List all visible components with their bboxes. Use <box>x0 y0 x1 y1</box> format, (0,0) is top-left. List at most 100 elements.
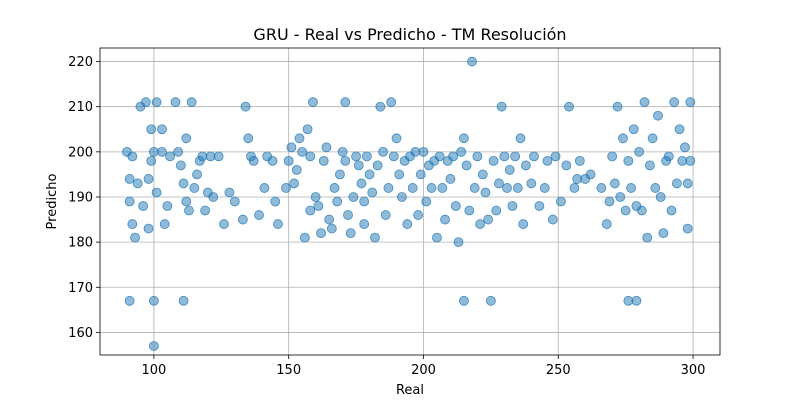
scatter-point <box>254 210 264 220</box>
scatter-point <box>564 101 574 112</box>
scatter-point <box>316 228 326 239</box>
x-tick-label: 150 <box>276 363 301 378</box>
scatter-point <box>127 151 138 162</box>
scatter-point <box>415 169 426 180</box>
scatter-point <box>240 101 251 112</box>
scatter-point <box>305 205 316 216</box>
scatter-point <box>270 196 281 207</box>
scatter-point <box>178 295 189 306</box>
scatter-point <box>569 183 580 193</box>
scatter-point <box>410 146 421 157</box>
scatter-point <box>677 155 688 166</box>
scatter-point <box>308 97 318 108</box>
scatter-point <box>542 155 553 166</box>
scatter-point <box>510 151 521 162</box>
scatter-point <box>515 133 526 144</box>
scatter-point <box>609 178 620 189</box>
scatter-point <box>604 196 615 207</box>
scatter-point <box>421 196 432 207</box>
scatter-point <box>507 201 518 211</box>
scatter-point <box>426 183 437 193</box>
scatter-point <box>469 183 480 193</box>
scatter-point <box>459 133 469 144</box>
scatter-point <box>173 146 184 157</box>
y-tick-label: 160 <box>68 326 93 341</box>
scatter-point <box>472 151 483 162</box>
scatter-point <box>397 192 407 202</box>
scatter-point <box>539 183 550 193</box>
scatter-point <box>496 101 507 112</box>
scatter-point <box>612 101 623 112</box>
scatter-point <box>626 183 636 193</box>
scatter-point <box>305 151 316 162</box>
scatter-point <box>248 155 259 166</box>
scatter-point <box>337 146 348 157</box>
plot-frame <box>99 47 721 356</box>
scatter-point <box>504 164 515 175</box>
scatter-point <box>324 214 335 225</box>
y-tick-label: 190 <box>68 190 93 205</box>
scatter-point <box>372 160 383 171</box>
scatter-point <box>380 210 391 220</box>
scatter-point <box>138 201 149 211</box>
x-tick-label: 250 <box>546 363 571 378</box>
scatter-point <box>124 196 135 207</box>
scatter-point <box>356 178 367 189</box>
scatter-point <box>283 155 294 166</box>
scatter-point <box>297 146 308 157</box>
scatter-point <box>192 169 202 180</box>
scatter-point <box>440 214 450 225</box>
scatter-point <box>642 232 653 243</box>
scatter-point <box>286 142 297 153</box>
scatter-point <box>494 178 504 189</box>
scatter-point <box>340 155 351 166</box>
scatter-point <box>556 196 566 207</box>
scatter-point <box>157 124 167 135</box>
scatter-point <box>243 133 254 144</box>
scatter-point <box>310 192 321 202</box>
scatter-point <box>140 97 151 108</box>
scatter-point <box>197 151 208 162</box>
scatter-point <box>157 146 167 157</box>
scatter-point <box>170 97 181 108</box>
x-axis-label: Real <box>396 383 424 398</box>
scatter-point <box>383 183 394 193</box>
scatter-point <box>647 133 658 144</box>
scatter-point <box>461 160 472 171</box>
scatter-point <box>237 214 248 225</box>
scatter-point <box>475 219 485 229</box>
scatter-point <box>146 155 157 166</box>
scatter-point <box>159 219 170 229</box>
scatter-point <box>302 124 313 135</box>
scatter-point <box>351 151 361 162</box>
scatter-point <box>130 232 140 243</box>
scatter-point <box>184 205 194 216</box>
scatter-point <box>653 110 663 121</box>
scatter-point <box>453 237 464 248</box>
scatter-point <box>639 97 650 108</box>
y-axis-label: Predicho <box>45 174 60 230</box>
scatter-point <box>181 196 192 207</box>
scatter-point <box>165 151 175 162</box>
scatter-point <box>359 196 370 207</box>
scatter-point <box>229 196 240 207</box>
scatter-point <box>289 178 299 189</box>
scatter-point <box>574 155 585 166</box>
scatter-point <box>623 155 634 166</box>
scatter-point <box>666 205 677 216</box>
x-tick-label: 200 <box>411 363 436 378</box>
scatter-point <box>623 295 634 306</box>
chart-title: GRU - Real vs Predicho - TM Resolución <box>253 25 566 44</box>
scatter-point <box>343 210 353 220</box>
scatter-point <box>146 124 157 135</box>
scatter-point <box>213 151 224 162</box>
scatter-point <box>671 178 682 189</box>
scatter-point <box>521 160 531 171</box>
scatter-point <box>149 295 159 306</box>
x-axis-ticks: 100 150 200 250 300 <box>141 355 705 378</box>
scatter-point <box>674 124 685 135</box>
scatter-point <box>407 183 418 193</box>
scatter-point <box>450 201 461 211</box>
x-tick-label: 100 <box>141 363 166 378</box>
scatter-point <box>273 219 283 229</box>
